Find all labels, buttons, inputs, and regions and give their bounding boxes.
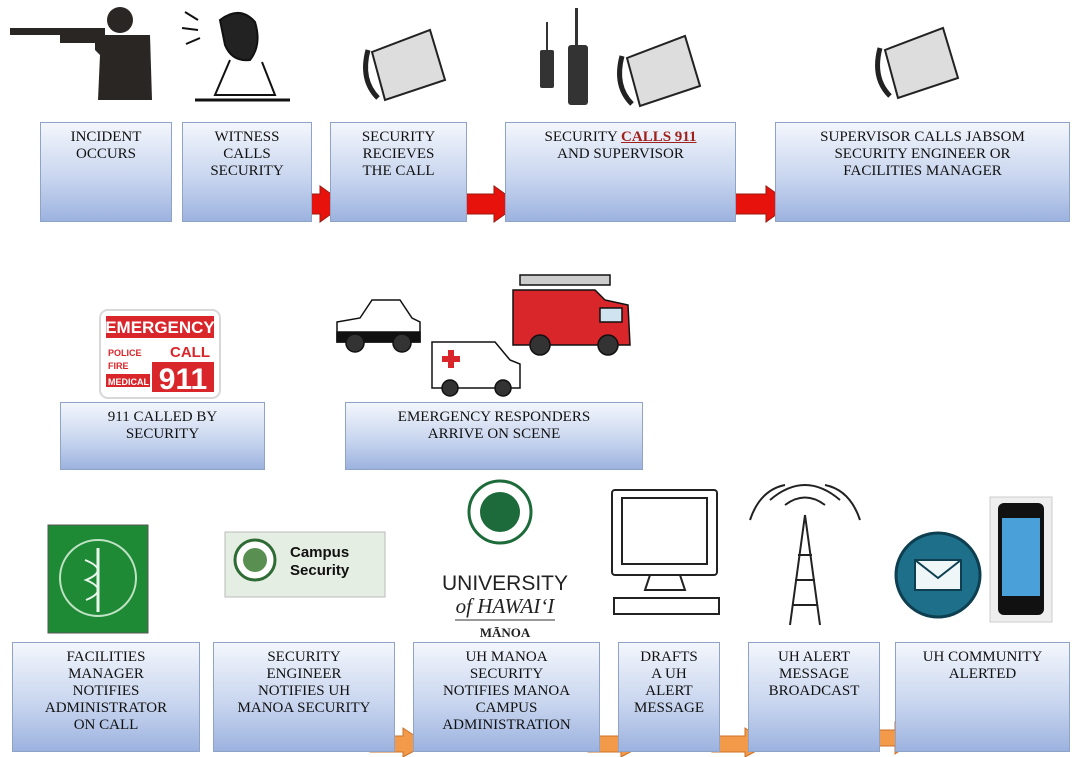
- sign-service: POLICE: [108, 348, 142, 358]
- police-car: [337, 300, 420, 352]
- step-text: EMERGENCY RESPONDERS: [346, 409, 642, 426]
- step-text: BROADCAST: [749, 683, 879, 700]
- step-text: ON CALL: [13, 717, 199, 734]
- uh-text: UNIVERSITY: [442, 572, 568, 595]
- step-text: UH ALERT: [749, 649, 879, 666]
- step-text: RECIEVES: [331, 146, 466, 163]
- step-text: CAMPUS: [414, 700, 599, 717]
- step-text: SECURITY: [61, 426, 264, 443]
- step-text: UH MANOA: [414, 649, 599, 666]
- radio-icon: [540, 8, 588, 105]
- step-text: INCIDENT: [41, 129, 171, 146]
- step-line: SECURITY CALLS 911: [506, 129, 735, 146]
- emergency-sign: EMERGENCY POLICE FIRE MEDICAL CALL 911: [100, 310, 220, 398]
- card-text: Security: [290, 562, 350, 579]
- step-text: SECURITY: [414, 666, 599, 683]
- step-text: SECURITY: [183, 163, 311, 180]
- uh-text: of HAWAIʻI: [456, 594, 556, 618]
- step-text: ADMINISTRATION: [414, 717, 599, 734]
- uh-logo: UNIVERSITY of HAWAIʻI MĀNOA: [442, 481, 568, 640]
- step-text: ADMINISTRATOR: [13, 700, 199, 717]
- step-text: MESSAGE: [619, 700, 719, 717]
- step-text: SECURITY: [331, 129, 466, 146]
- witness-icon: [182, 12, 290, 100]
- ambulance: [432, 342, 520, 396]
- step-text: A UH: [619, 666, 719, 683]
- tower-icon: [750, 485, 860, 625]
- step-text: MANAGER: [13, 666, 199, 683]
- step-text: FACILITIES: [13, 649, 199, 666]
- sign-service: MEDICAL: [108, 377, 149, 387]
- step-text: SECURITY: [214, 649, 394, 666]
- step-text: NOTIFIES UH: [214, 683, 394, 700]
- sign-number: 911: [159, 363, 207, 396]
- step-text: WITNESS: [183, 129, 311, 146]
- shooter-icon: [10, 7, 152, 100]
- step-text: NOTIFIES: [13, 683, 199, 700]
- step-text: SECURITY: [545, 129, 618, 145]
- page: EMERGENCY POLICE FIRE MEDICAL CALL 911 C…: [0, 0, 1075, 757]
- step-text: DRAFTS: [619, 649, 719, 666]
- step-text: MANOA SECURITY: [214, 700, 394, 717]
- step-text: MESSAGE: [749, 666, 879, 683]
- step-text: CALLS: [183, 146, 311, 163]
- step-text: SECURITY ENGINEER OR: [776, 146, 1069, 163]
- step-text: NOTIFIES MANOA: [414, 683, 599, 700]
- step-text: UH COMMUNITY: [896, 649, 1069, 666]
- card-text: Campus: [290, 544, 349, 561]
- step-text: THE CALL: [331, 163, 466, 180]
- mail-icon: [896, 533, 980, 617]
- jabsom-logo: [48, 525, 148, 633]
- uh-text: MĀNOA: [480, 625, 531, 640]
- fire-truck: [513, 275, 630, 355]
- sign-service: FIRE: [108, 361, 129, 371]
- step-text: OCCURS: [41, 146, 171, 163]
- step-text: ENGINEER: [214, 666, 394, 683]
- step-text: ARRIVE ON SCENE: [346, 426, 642, 443]
- campus-security-card: Campus Security: [225, 532, 385, 597]
- sign-title: EMERGENCY: [105, 318, 215, 337]
- sign-call: CALL: [170, 344, 210, 361]
- step-text: 911 CALLED BY: [61, 409, 264, 426]
- phone-icon: [366, 28, 958, 106]
- step-text: ALERTED: [896, 666, 1069, 683]
- step-text: FACILITIES MANAGER: [776, 163, 1069, 180]
- smartphone-icon: [990, 497, 1052, 622]
- step-text: ALERT: [619, 683, 719, 700]
- step-text: AND SUPERVISOR: [506, 146, 735, 163]
- step-link: CALLS 911: [621, 129, 696, 145]
- step-text: SUPERVISOR CALLS JABSOM: [776, 129, 1069, 146]
- computer-icon: [612, 490, 719, 614]
